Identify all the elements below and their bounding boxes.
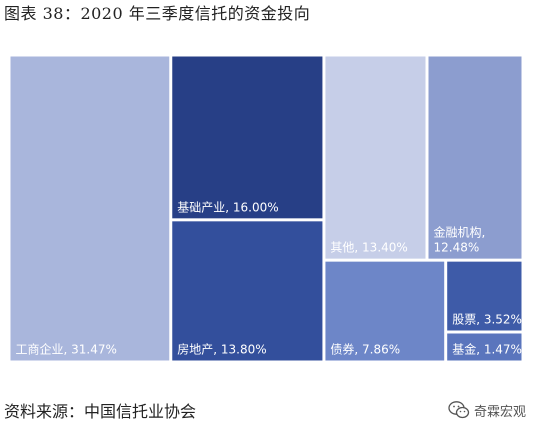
treemap-cell-1 bbox=[10, 56, 170, 361]
watermark-text: 奇霖宏观 bbox=[474, 404, 527, 420]
treemap-label-1: 工商企业, 31.47% bbox=[16, 342, 117, 357]
treemap-label-5: 金融机构, 12.48% bbox=[434, 225, 486, 255]
chart-title: 图表 38：2020 年三季度信托的资金投向 bbox=[4, 4, 311, 23]
treemap-label-7: 股票, 3.52% bbox=[452, 312, 522, 326]
treemap-cell-7 bbox=[447, 261, 522, 331]
treemap-label-4: 其他, 13.40% bbox=[330, 241, 407, 255]
treemap-cell-4 bbox=[325, 56, 426, 259]
treemap-cell-3 bbox=[172, 221, 323, 361]
treemap-cell-8 bbox=[447, 333, 522, 361]
treemap-cell-2 bbox=[172, 56, 323, 219]
wechat-icon bbox=[448, 401, 470, 419]
treemap-label-3: 房地产, 13.80% bbox=[177, 342, 266, 357]
treemap-label-2: 基础产业, 16.00% bbox=[177, 200, 278, 214]
source-note: 资料来源：中国信托业协会 bbox=[4, 402, 197, 421]
watermark: 奇霖宏观 bbox=[448, 398, 526, 422]
treemap-label-6: 债券, 7.86% bbox=[330, 342, 400, 357]
treemap-cell-5 bbox=[428, 56, 522, 259]
treemap-label-8: 基金, 1.47% bbox=[452, 342, 522, 357]
treemap-cell-6 bbox=[325, 261, 445, 361]
